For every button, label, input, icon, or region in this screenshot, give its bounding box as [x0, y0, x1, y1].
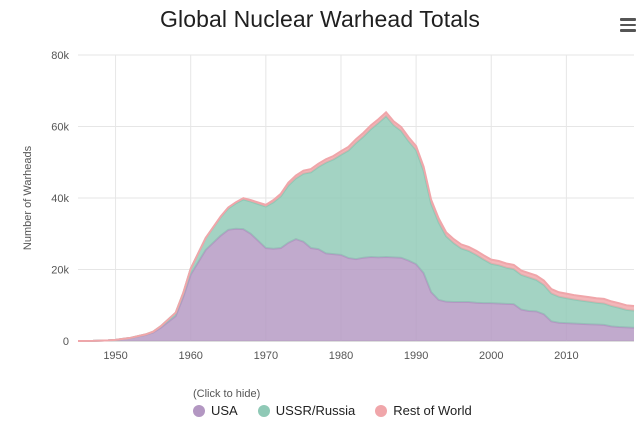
y-tick-label: 60k — [51, 122, 69, 134]
legend-swatch-usa — [193, 404, 205, 417]
x-tick-label: 1990 — [404, 350, 428, 362]
x-tick-label: 1950 — [103, 350, 127, 362]
legend-label-usa: USA — [211, 403, 238, 418]
hamburger-menu-icon[interactable] — [620, 18, 636, 32]
y-tick-label: 80k — [51, 50, 69, 62]
legend-hint: (Click to hide) — [193, 388, 261, 400]
y-axis-title: Number of Warheads — [22, 145, 34, 250]
legend-item-rest-of-world[interactable]: Rest of World — [375, 403, 472, 418]
x-tick-label: 2010 — [554, 350, 578, 362]
y-tick-label: 0 — [63, 336, 69, 348]
chart-title: Global Nuclear Warhead Totals — [160, 6, 480, 32]
x-tick-label: 2000 — [479, 350, 503, 362]
legend-item-ussr-russia[interactable]: USSR/Russia — [257, 403, 356, 418]
x-tick-label: 1970 — [254, 350, 278, 362]
legend: USA USSR/Russia Rest of World — [193, 403, 472, 418]
x-tick-label: 1960 — [178, 350, 202, 362]
series-line-rest-of-world — [77, 110, 635, 342]
legend-item-usa[interactable]: USA — [193, 403, 238, 418]
legend-label-ussr-russia: USSR/Russia — [275, 403, 356, 418]
area-usa[interactable] — [78, 228, 634, 341]
legend-swatch-ussr-russia — [257, 404, 270, 417]
area-ussr-russia[interactable] — [78, 116, 634, 341]
x-tick-label: 1980 — [329, 350, 353, 362]
legend-label-rest-of-world: Rest of World — [393, 403, 472, 418]
legend-swatch-rest-of-world — [375, 404, 388, 417]
y-tick-label: 20k — [51, 265, 69, 277]
y-tick-label: 40k — [51, 193, 69, 205]
